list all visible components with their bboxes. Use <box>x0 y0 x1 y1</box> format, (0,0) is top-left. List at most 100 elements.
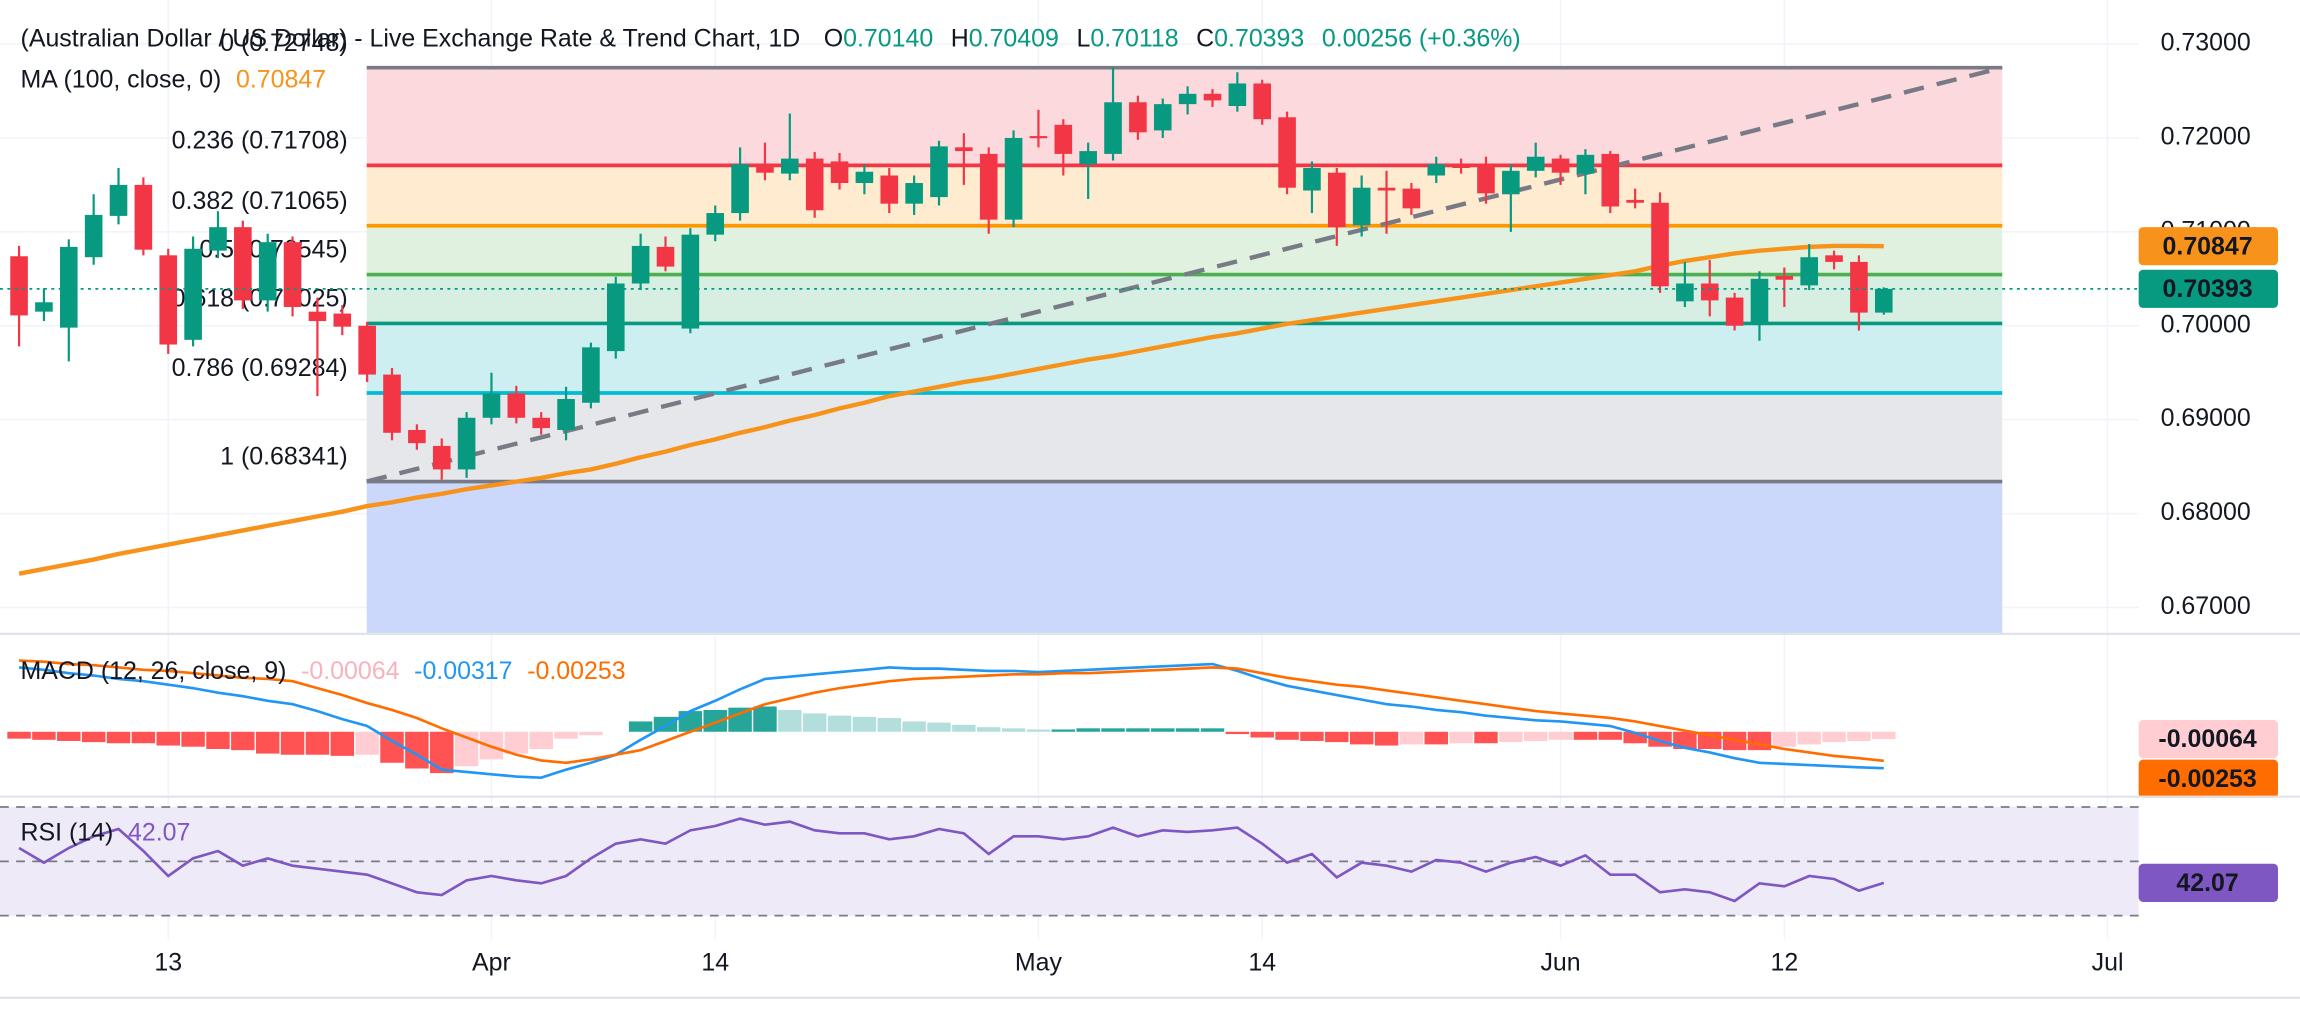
ma-name: MA (100, close, 0) <box>21 65 222 93</box>
macd-histogram-bar <box>131 731 156 744</box>
macd-histogram-bar <box>231 731 255 751</box>
macd-histogram-bar <box>976 727 1001 732</box>
macd-line <box>18 662 1884 780</box>
signal-value-label: -0.00253 <box>2158 765 2256 793</box>
macd-legend: MACD (12, 26, close, 9) -0.00064 -0.00317-… <box>21 657 626 685</box>
y-tick-label: 0.70000 <box>2161 310 2251 338</box>
y-tick-label: 0.68000 <box>2161 498 2251 526</box>
macd-histogram-bar <box>32 731 56 740</box>
x-tick-label: 14 <box>1248 949 1276 977</box>
macd-histogram-bar <box>305 731 330 755</box>
candle-body <box>756 164 774 173</box>
fib-zone <box>366 67 2003 166</box>
macd-histogram-bar <box>579 731 603 736</box>
rsi-value-label: 42.07 <box>2176 869 2238 897</box>
candle-body <box>905 183 923 204</box>
candle-body <box>582 347 600 403</box>
macd-histogram-bar <box>255 731 280 754</box>
candle-body <box>1452 164 1470 168</box>
macd-histogram-bar <box>7 731 31 739</box>
macd-histogram-bar <box>1250 731 1274 738</box>
candle-body <box>234 227 252 301</box>
candle-body <box>1402 188 1421 209</box>
macd-histogram-bar <box>529 731 553 749</box>
last-price-label-box <box>2138 269 2278 308</box>
candle-body <box>1477 164 1495 194</box>
candle-body <box>1203 93 1222 101</box>
candle-body <box>383 374 401 433</box>
y-tick-label: 0.72000 <box>2161 123 2251 151</box>
macd-histogram-bar <box>1499 731 1523 743</box>
candle-body <box>1800 257 1818 286</box>
macd-histogram-bar <box>1200 728 1225 732</box>
candle-body <box>706 213 725 235</box>
candle-body <box>656 246 675 267</box>
candle-body <box>1129 102 1147 133</box>
ohlc-value: 0.70140 <box>843 24 933 52</box>
candle-body <box>1278 117 1296 188</box>
macd-histogram-bar <box>1623 731 1647 744</box>
candle-body <box>1551 158 1570 173</box>
histogram-value: -0.00064 <box>301 657 400 685</box>
signal-value-label-box <box>2138 759 2278 798</box>
macd-histogram-bar <box>430 731 454 774</box>
macd-histogram-bar <box>1523 731 1548 741</box>
last-price-label: 0.70393 <box>2163 275 2253 303</box>
fib-level-label: 0.236 (0.71708) <box>172 126 348 154</box>
ma-value: 0.70847 <box>236 65 326 93</box>
macd-histogram-bar <box>81 731 106 743</box>
macd-histogram-bar <box>1797 731 1821 745</box>
candle-body <box>1303 167 1321 191</box>
candle-body <box>159 255 178 345</box>
x-tick-label: Apr <box>472 949 511 977</box>
macd-histogram-bar <box>1399 731 1424 745</box>
candle-body <box>1651 202 1669 287</box>
ohlc-key: H <box>951 24 969 52</box>
macd-name: MACD (12, 26, close, 9) <box>21 657 287 685</box>
fib-level-label: 0 (0.72748) <box>220 29 347 57</box>
candle-body <box>1775 275 1794 280</box>
macd-histogram-bar <box>1673 731 1697 749</box>
macd-histogram-bar <box>380 731 404 763</box>
candle-body <box>1576 154 1595 174</box>
macd-histogram-bar <box>1151 728 1175 732</box>
chart-header: (Australian Dollar / US Dollar) - Live E… <box>21 24 1521 52</box>
macd-histogram-bar <box>1076 728 1100 732</box>
fib-level-label: 0.786 (0.69284) <box>172 354 348 382</box>
candle-body <box>1153 104 1172 131</box>
macd-histogram-bar <box>1747 731 1772 751</box>
candle-body <box>1104 102 1122 154</box>
macd-histogram-bar <box>330 731 355 756</box>
candle-body <box>1700 283 1719 301</box>
candle-body <box>1178 93 1197 105</box>
macd-histogram-bar <box>504 731 529 754</box>
macd-histogram-bar <box>1051 729 1076 732</box>
macd-histogram-bar <box>206 731 230 749</box>
candle-body <box>532 417 550 429</box>
macd-histogram-bar <box>1175 728 1200 732</box>
candle-body <box>1328 172 1346 228</box>
macd-histogram-bar <box>1101 728 1125 732</box>
rsi-value-label-box <box>2138 863 2278 902</box>
macd-histogram-bar <box>280 731 305 755</box>
macd-histogram-bar <box>1598 731 1623 740</box>
candle-body <box>1750 278 1769 323</box>
macd-histogram-bar <box>1424 731 1448 745</box>
macd-histogram-bar <box>181 731 205 747</box>
candle-body <box>1228 83 1247 107</box>
candle-body <box>731 164 749 214</box>
candle-body <box>333 313 352 327</box>
ohlc-key: L <box>1076 24 1090 52</box>
candle-body <box>855 171 874 184</box>
macd-histogram-bar <box>106 731 131 744</box>
candle-body <box>10 256 28 316</box>
macd-histogram-bar <box>703 709 727 732</box>
candle-body <box>1427 164 1446 176</box>
macd-histogram-bar <box>778 709 802 732</box>
candle-body <box>1377 187 1396 191</box>
macd-histogram-bar <box>1225 731 1250 735</box>
x-tick-label: 13 <box>154 949 182 977</box>
macd-histogram-bar <box>57 731 81 741</box>
candle-body <box>1004 137 1023 220</box>
